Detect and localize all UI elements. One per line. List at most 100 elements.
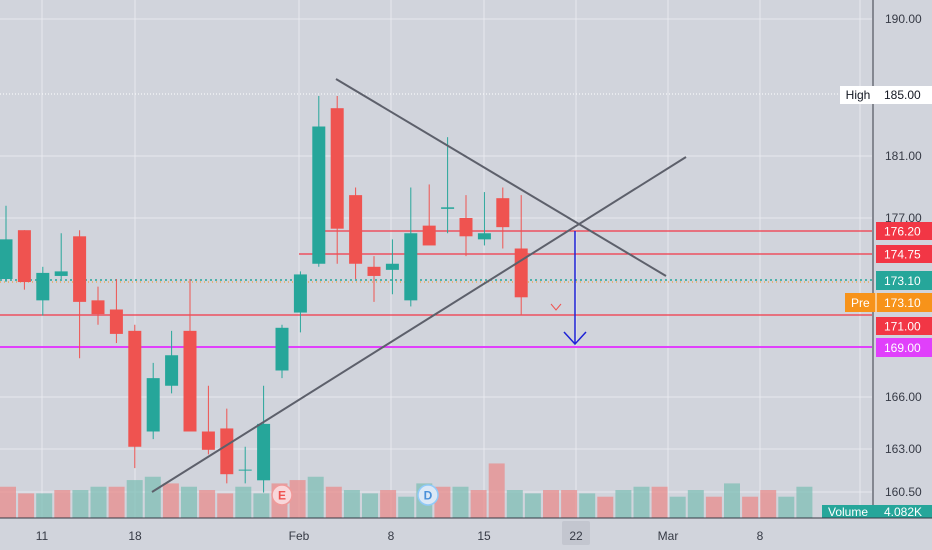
dividend-marker[interactable]: D — [417, 484, 439, 506]
level-tag-value: 169.00 — [884, 341, 921, 355]
volume-bar — [144, 476, 161, 518]
time-label: 11 — [36, 529, 49, 543]
high-tag-value: 185.00 — [884, 88, 921, 102]
candle — [275, 324, 289, 379]
time-axis[interactable]: 11 18 Feb 8 15 22 Mar 8 — [0, 517, 932, 550]
volume-bar — [615, 490, 632, 518]
level-tag-169-00: 169.00 — [876, 338, 932, 357]
candle — [0, 205, 13, 283]
candle — [477, 192, 491, 246]
candle — [73, 230, 87, 359]
ascending-trendline[interactable] — [151, 156, 687, 493]
projection-arrow[interactable] — [563, 231, 587, 346]
pre-market-tag: Pre 173.10 — [845, 293, 932, 312]
price-tick: 166.00 — [885, 390, 922, 404]
candle — [367, 256, 381, 302]
candle — [183, 279, 197, 432]
arrow-head — [563, 331, 587, 346]
candle-body — [73, 236, 87, 302]
volume-bar — [524, 493, 541, 518]
volume-bar — [199, 490, 216, 518]
volume-bar — [724, 483, 740, 518]
price-axis[interactable]: 190.00 181.00 177.00 166.00 163.00 160.5… — [872, 0, 922, 550]
volume-bar — [380, 490, 397, 518]
candle-body — [385, 263, 399, 270]
time-label: 15 — [477, 529, 491, 543]
volume-bar — [579, 493, 596, 518]
candle — [496, 187, 510, 249]
candle-body — [128, 330, 142, 447]
price-tick: 190.00 — [885, 12, 922, 26]
dividend-marker-circle — [417, 484, 439, 506]
volume-bar — [90, 486, 107, 518]
volume-bars — [0, 463, 813, 518]
time-label: Feb — [289, 529, 310, 543]
volume-tag-name: Volume — [828, 505, 868, 519]
time-label: 8 — [388, 529, 395, 543]
level-tag-box — [876, 338, 932, 357]
pre-market-value: 173.10 — [884, 296, 921, 310]
candle-body — [109, 309, 123, 334]
level-tag-174-75: 174.75 — [876, 245, 932, 263]
volume-bar — [705, 496, 722, 518]
candle — [422, 184, 436, 246]
small-arrow-head — [550, 303, 562, 311]
volume-bar — [162, 483, 179, 518]
candle-body — [17, 230, 31, 283]
candle-body — [201, 431, 215, 450]
volume-bar — [289, 480, 306, 518]
level-tag-value: 176.20 — [884, 225, 921, 239]
last-price-value: 173.10 — [884, 274, 921, 288]
candle — [459, 195, 473, 257]
volume-bar — [54, 490, 71, 518]
volume-bar — [108, 486, 125, 518]
volume-bar — [796, 486, 813, 518]
candle-body — [312, 126, 326, 264]
candle — [109, 279, 123, 344]
level-tag-176-20: 176.20 — [876, 222, 932, 240]
candle — [54, 233, 68, 279]
volume-bar — [217, 493, 234, 518]
volume-tag: Volume 4.082K — [822, 505, 932, 519]
candle — [312, 96, 326, 267]
level-tag-box — [876, 245, 932, 263]
candle-body — [330, 108, 344, 229]
candle — [404, 187, 418, 307]
candle-body — [293, 274, 307, 313]
volume-bar — [687, 490, 704, 518]
volume-bar — [597, 496, 614, 518]
level-tag-box — [876, 222, 932, 240]
earnings-marker[interactable]: E — [271, 484, 293, 506]
volume-bar — [18, 493, 35, 518]
candle — [91, 286, 105, 325]
descending-trendline[interactable] — [335, 78, 667, 277]
candle — [257, 385, 271, 493]
volume-bar — [778, 496, 795, 518]
candle-body — [257, 423, 271, 481]
volume-bar — [506, 490, 523, 518]
candle — [165, 330, 179, 394]
high-tag-value-box — [876, 86, 932, 104]
volume-bar — [452, 486, 469, 518]
candle-body — [220, 428, 234, 475]
last-price-tag: 173.10 — [876, 271, 932, 290]
volume-bar — [362, 493, 378, 518]
candle-body — [91, 300, 105, 315]
volume-bar — [398, 496, 415, 518]
level-tag-171-00: 171.00 — [876, 317, 932, 335]
candle-body — [459, 218, 473, 237]
volume-bar — [36, 493, 53, 518]
high-tag: High 185.00 — [840, 86, 932, 104]
candle — [293, 271, 307, 333]
volume-bar — [488, 463, 505, 518]
vertical-grid — [41, 0, 861, 518]
time-axis-highlight — [562, 521, 590, 545]
price-tick: 163.00 — [885, 442, 922, 456]
volume-bar — [181, 486, 197, 518]
candle-body — [349, 195, 363, 264]
level-tag-value: 171.00 — [884, 320, 921, 334]
candle-body — [183, 330, 197, 432]
volume-bar — [253, 493, 270, 518]
volume-tag-box — [822, 505, 932, 518]
